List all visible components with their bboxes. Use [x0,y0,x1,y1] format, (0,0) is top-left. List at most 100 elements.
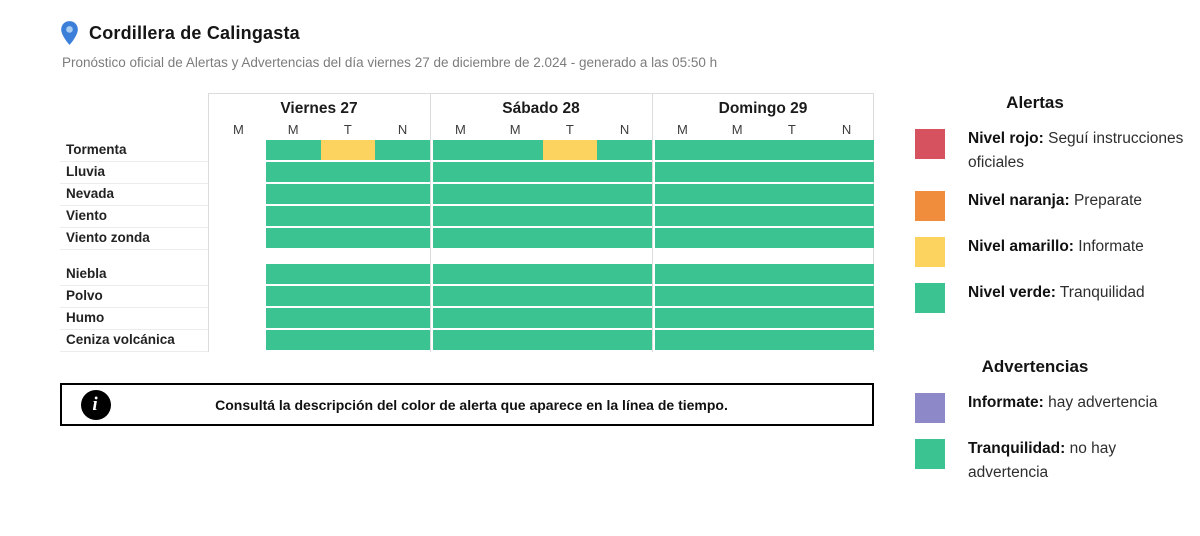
timeline-cell-green[interactable] [375,264,430,284]
timeline-cell-green[interactable] [655,308,710,328]
timeline-cell-yellow[interactable] [542,140,598,160]
timeline-cell-green[interactable] [709,330,765,350]
timeline-cell-green[interactable] [433,286,488,306]
timeline-cell-green[interactable] [542,330,598,350]
timeline-cell-green[interactable] [542,184,598,204]
timeline-cell-green[interactable] [597,162,652,182]
timeline-cell-green[interactable] [655,162,710,182]
timeline-cell-green[interactable] [265,330,321,350]
timeline-cell-green[interactable] [709,228,765,248]
timeline-cell-green[interactable] [764,184,820,204]
timeline-cell-green[interactable] [487,184,543,204]
timeline-cell-green[interactable] [597,228,652,248]
timeline-cell-green[interactable] [597,308,652,328]
timeline-cell-yellow[interactable] [320,140,376,160]
timeline-cell-green[interactable] [487,140,543,160]
timeline-cell-green[interactable] [265,264,321,284]
timeline-cell-green[interactable] [487,228,543,248]
timeline-cell-green[interactable] [542,206,598,226]
timeline-cell-green[interactable] [320,162,376,182]
timeline-cell-green[interactable] [597,330,652,350]
timeline-cell-green[interactable] [375,162,430,182]
timeline-cell-green[interactable] [655,206,710,226]
timeline-cell-green[interactable] [655,184,710,204]
timeline-cell-green[interactable] [764,228,820,248]
timeline-cell-green[interactable] [819,330,874,350]
timeline-cell-green[interactable] [265,308,321,328]
timeline-cell-green[interactable] [764,330,820,350]
timeline-cell-green[interactable] [709,286,765,306]
timeline-cell-green[interactable] [655,140,710,160]
timeline-cell-green[interactable] [320,308,376,328]
timeline-cell-green[interactable] [709,184,765,204]
timeline-cell-green[interactable] [265,206,321,226]
timeline-cell-green[interactable] [433,206,488,226]
timeline-cell-green[interactable] [433,184,488,204]
timeline-cell-green[interactable] [819,264,874,284]
timeline-cell-green[interactable] [709,264,765,284]
timeline-cell-green[interactable] [375,206,430,226]
timeline-cell-green[interactable] [265,162,321,182]
timeline-cell-green[interactable] [320,330,376,350]
timeline-cell-green[interactable] [375,140,430,160]
timeline-cell-green[interactable] [655,330,710,350]
row-label: Nevada [60,184,208,206]
timeline-cell-green[interactable] [265,184,321,204]
timeline-cell-green[interactable] [265,228,321,248]
timeline-cell-green[interactable] [320,206,376,226]
timeline-cell-green[interactable] [819,228,874,248]
timeline-cell-green[interactable] [265,140,321,160]
timeline-cell-green[interactable] [320,286,376,306]
timeline-cell-green[interactable] [764,264,820,284]
timeline-cell-green[interactable] [542,228,598,248]
timeline-cell-green[interactable] [764,140,820,160]
timeline-cell-green[interactable] [320,264,376,284]
timeline-cell-green[interactable] [819,140,874,160]
timeline-cell-green[interactable] [320,228,376,248]
timeline-cell-green[interactable] [375,184,430,204]
timeline-cell-green[interactable] [597,286,652,306]
timeline-cell-green[interactable] [597,264,652,284]
timeline-cell-green[interactable] [487,308,543,328]
timeline-cell-green[interactable] [597,140,652,160]
timeline-cell-green[interactable] [265,286,321,306]
timeline-cell-green[interactable] [597,184,652,204]
timeline-cell-green[interactable] [655,264,710,284]
timeline-cell-green[interactable] [655,228,710,248]
timeline-cell-green[interactable] [764,308,820,328]
timeline-cell-green[interactable] [433,264,488,284]
timeline-cell-green[interactable] [433,140,488,160]
timeline-cell-green[interactable] [709,162,765,182]
timeline-cell-green[interactable] [764,286,820,306]
timeline-cell-green[interactable] [764,206,820,226]
timeline-cell-green[interactable] [542,308,598,328]
timeline-cell-green[interactable] [709,140,765,160]
timeline-cell-green[interactable] [375,308,430,328]
timeline-cell-green[interactable] [819,162,874,182]
timeline-cell-green[interactable] [819,184,874,204]
timeline-cell-green[interactable] [709,308,765,328]
timeline-cell-green[interactable] [655,286,710,306]
timeline-cell-green[interactable] [709,206,765,226]
timeline-cell-green[interactable] [375,286,430,306]
timeline-cell-green[interactable] [597,206,652,226]
timeline-cell-green[interactable] [819,206,874,226]
timeline-cell-green[interactable] [433,162,488,182]
timeline-cell-green[interactable] [433,228,488,248]
timeline-cell-green[interactable] [487,264,543,284]
timeline-cell-green[interactable] [819,286,874,306]
timeline-cell-green[interactable] [433,308,488,328]
timeline-cell-green[interactable] [487,162,543,182]
timeline-cell-green[interactable] [764,162,820,182]
timeline-cell-green[interactable] [542,264,598,284]
timeline-cell-green[interactable] [433,330,488,350]
timeline-cell-green[interactable] [542,286,598,306]
timeline-cell-green[interactable] [487,206,543,226]
timeline-cell-green[interactable] [487,286,543,306]
timeline-cell-green[interactable] [487,330,543,350]
timeline-cell-green[interactable] [320,184,376,204]
timeline-cell-green[interactable] [375,228,430,248]
timeline-cell-green[interactable] [375,330,430,350]
timeline-cell-green[interactable] [819,308,874,328]
timeline-cell-green[interactable] [542,162,598,182]
